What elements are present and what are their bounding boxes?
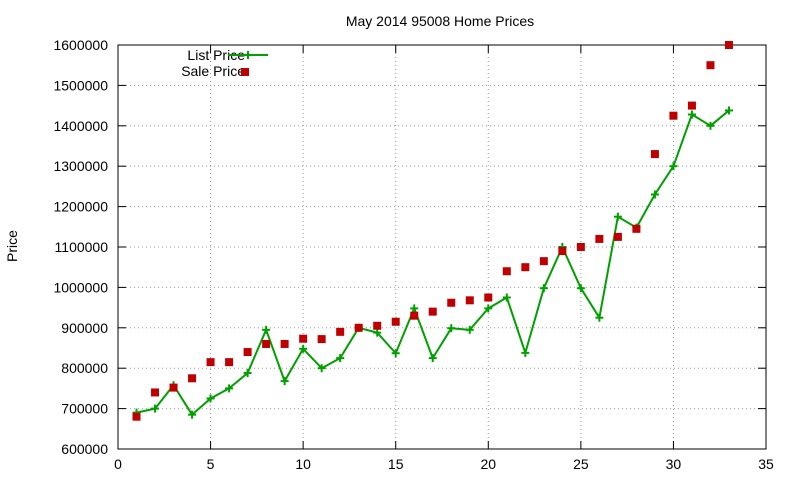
sale-price-point — [465, 296, 474, 305]
sale-price-point — [447, 298, 456, 307]
legend-label-sale-price: Sale Price — [181, 63, 245, 79]
sale-price-point — [650, 150, 659, 159]
sale-price-point — [484, 293, 493, 302]
sale-price-point — [391, 317, 400, 326]
sale-price-point — [632, 224, 641, 233]
sale-price-point — [706, 61, 715, 70]
legend-plus-marker — [244, 51, 252, 59]
list-price-point — [576, 284, 585, 293]
list-price-point — [465, 325, 474, 334]
list-price-point — [669, 162, 678, 171]
list-price-point — [650, 190, 659, 199]
sale-price-point — [373, 321, 382, 330]
axes-layer: 0 5 10 15 20 25 30 35 600000 700000 800000 900000 10… — [53, 37, 774, 472]
list-price-point — [447, 324, 456, 333]
list-price-point — [484, 304, 493, 313]
sale-price-point — [262, 339, 271, 348]
sale-price-point — [539, 257, 548, 266]
legend-square-marker — [241, 68, 249, 76]
x-tick-label: 0 — [114, 456, 122, 472]
x-tick-label: 20 — [480, 456, 496, 472]
list-price-point — [687, 110, 696, 119]
legend-label-list-price: List Price — [187, 47, 245, 63]
y-tick-label: 600000 — [61, 441, 108, 457]
list-price-point — [225, 384, 234, 393]
y-tick-label: 1200000 — [53, 199, 108, 215]
sale-price-point — [280, 339, 289, 348]
y-tick-label: 900000 — [61, 320, 108, 336]
sale-price-point — [243, 348, 252, 357]
sale-price-point — [317, 335, 326, 344]
y-tick-label: 1500000 — [53, 77, 108, 93]
x-tick-label: 35 — [758, 456, 774, 472]
list-price-point — [521, 348, 530, 357]
chart-legend: List Price Sale Price — [181, 47, 268, 79]
sale-price-point — [613, 232, 622, 241]
list-price-point — [206, 394, 215, 403]
grid-layer — [118, 45, 766, 449]
sale-price-point — [669, 111, 678, 120]
sale-price-point — [225, 358, 234, 367]
y-axis-label: Price — [4, 230, 20, 262]
list-price-point — [391, 349, 400, 358]
sale-price-point — [206, 358, 215, 367]
list-price-point — [336, 354, 345, 363]
y-tick-label: 700000 — [61, 401, 108, 417]
y-tick-label: 1300000 — [53, 158, 108, 174]
sale-price-point — [687, 101, 696, 110]
sale-price-point — [521, 263, 530, 272]
list-price-point — [539, 284, 548, 293]
sale-price-point — [558, 247, 567, 256]
sale-price-point — [595, 234, 604, 243]
x-tick-label: 15 — [388, 456, 404, 472]
sale-price-point — [724, 41, 733, 49]
list-price-point — [724, 106, 733, 115]
sale-price-point — [428, 307, 437, 316]
legend-plus-marker-shape — [244, 51, 252, 59]
y-tick-label: 800000 — [61, 360, 108, 376]
sale-price-point — [354, 323, 363, 332]
y-tick-label: 1000000 — [53, 279, 108, 295]
sale-price-point — [336, 327, 345, 336]
x-tick-label: 25 — [573, 456, 589, 472]
list-price-point — [262, 325, 271, 334]
list-price-point — [613, 212, 622, 221]
y-tick-label: 1100000 — [55, 239, 109, 255]
list-price-point — [410, 304, 419, 313]
x-tick-label: 30 — [666, 456, 682, 472]
x-tick-label: 10 — [295, 456, 311, 472]
list-price-point — [243, 369, 252, 378]
sale-price-point — [299, 334, 308, 343]
sale-price-point — [188, 374, 197, 383]
series-line-list-price — [136, 109, 730, 416]
list-price-point — [502, 293, 511, 302]
sale-price-point — [151, 388, 160, 397]
sale-price-point — [502, 267, 511, 276]
list-price-point — [188, 410, 197, 419]
list-price-point — [317, 364, 326, 373]
sale-price-point — [410, 311, 419, 320]
chart-title: May 2014 95008 Home Prices — [346, 13, 534, 29]
list-price-point — [706, 121, 715, 130]
y-tick-label: 1600000 — [53, 37, 108, 53]
x-tick-label: 5 — [207, 456, 215, 472]
list-price-point — [280, 377, 289, 386]
list-price-point — [373, 328, 382, 337]
sale-price-point — [169, 383, 178, 392]
sale-price-point — [132, 412, 141, 421]
list-price-point — [428, 354, 437, 363]
y-tick-label: 1400000 — [53, 118, 108, 134]
list-price-point — [151, 404, 160, 413]
list-price-point — [595, 313, 604, 322]
list-price-point — [299, 344, 308, 353]
series-layer — [132, 41, 733, 421]
sale-price-point — [576, 243, 585, 251]
